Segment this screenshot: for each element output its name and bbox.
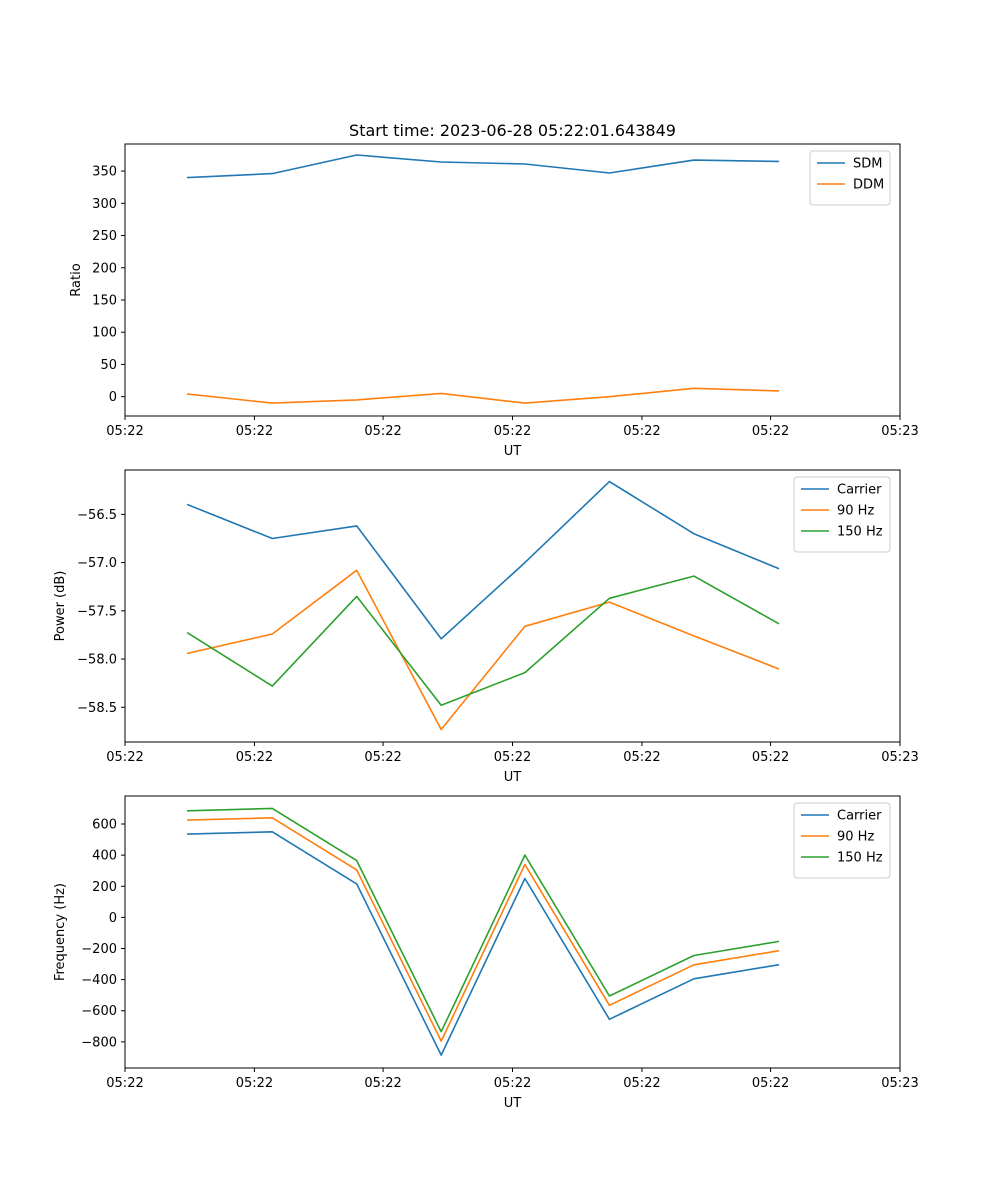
plot-frame [124,143,901,417]
x-tick-label: 05:22 [364,750,401,765]
legend-entry: DDM [853,178,884,193]
y-tick-label: 200 [92,880,117,895]
y-tick-label: 0 [109,911,117,926]
legend-entry: 90 Hz [837,504,874,519]
y-tick-label: 350 [92,165,117,180]
y-tick-label: 100 [92,326,117,341]
x-axis-label: UT [504,1096,522,1111]
series-line-ddm [186,387,780,404]
legend-box [809,150,891,206]
y-tick-label: 50 [100,358,117,373]
y-tick-label: −800 [81,1035,117,1050]
y-tick-label: −58.0 [77,653,117,668]
y-tick-label: −57.0 [77,556,117,571]
legend-box [793,802,891,879]
x-tick-label: 05:22 [752,750,789,765]
plot-frame [124,795,901,1069]
x-tick-label: 05:22 [752,424,789,439]
legend-entry: 150 Hz [837,525,883,540]
x-tick-label: 05:22 [623,1076,660,1091]
y-tick-label: 150 [92,293,117,308]
y-tick-label: 200 [92,261,117,276]
x-tick-label: 05:22 [364,424,401,439]
y-axis-label: Power (dB) [53,571,68,642]
legend-entry: 90 Hz [837,830,874,845]
x-tick-label: 05:22 [106,1076,143,1091]
y-tick-label: −400 [81,973,117,988]
legend: Carrier 90 Hz 150 Hz [793,802,891,879]
legend: Carrier 90 Hz 150 Hz [793,476,891,553]
legend: SDM DDM [809,150,891,206]
x-tick-label: 05:23 [881,1076,918,1091]
x-axis-label: UT [504,444,522,459]
y-axis-label: Frequency (Hz) [53,883,68,981]
x-axis-label: UT [504,770,522,785]
chart-panel-3: 05:22 05:22 05:22 05:22 05:22 05:22 05:23 −800 −… [53,795,919,1111]
figure-title: Start time: 2023-06-28 05:22:01.643849 [349,121,676,140]
x-tick-label: 05:22 [236,424,273,439]
legend-entry: Carrier [837,483,882,498]
x-tick-label: 05:22 [623,424,660,439]
legend-box [793,476,891,553]
x-tick-label: 05:22 [494,424,531,439]
legend-entry: 150 Hz [837,851,883,866]
x-tick-label: 05:22 [236,750,273,765]
chart-panel-2: 05:22 05:22 05:22 05:22 05:22 05:22 05:23 −58.5… [53,469,919,785]
legend-entry: Carrier [837,809,882,824]
series-line-carrier [186,480,780,640]
y-tick-label: 400 [92,849,117,864]
legend-entry: SDM [853,157,882,172]
x-tick-label: 05:22 [106,750,143,765]
chart-panel-1: 05:22 05:22 05:22 05:22 05:22 05:22 05:23 0 50 10… [69,143,919,459]
y-tick-label: 250 [92,229,117,244]
y-tick-label: −600 [81,1004,117,1019]
x-tick-label: 05:22 [494,750,531,765]
x-tick-label: 05:23 [881,424,918,439]
x-tick-label: 05:22 [494,1076,531,1091]
y-tick-label: −58.5 [77,701,117,716]
series-line-150-hz [186,807,780,1033]
y-axis-label: Ratio [69,263,84,296]
x-tick-label: 05:22 [752,1076,789,1091]
x-tick-label: 05:22 [236,1076,273,1091]
x-tick-label: 05:22 [106,424,143,439]
x-tick-label: 05:22 [364,1076,401,1091]
y-tick-label: 0 [109,390,117,405]
y-tick-label: −200 [81,942,117,957]
series-line-150-hz [186,575,780,707]
y-tick-label: 300 [92,197,117,212]
plot-frame [124,469,901,743]
x-tick-label: 05:22 [623,750,660,765]
series-line-carrier [186,830,780,1056]
series-line-sdm [186,154,780,179]
series-line-90-hz [186,569,780,731]
series-line-90-hz [186,816,780,1042]
y-tick-label: 600 [92,818,117,833]
x-tick-label: 05:23 [881,750,918,765]
y-tick-label: −56.5 [77,508,117,523]
y-tick-label: −57.5 [77,604,117,619]
